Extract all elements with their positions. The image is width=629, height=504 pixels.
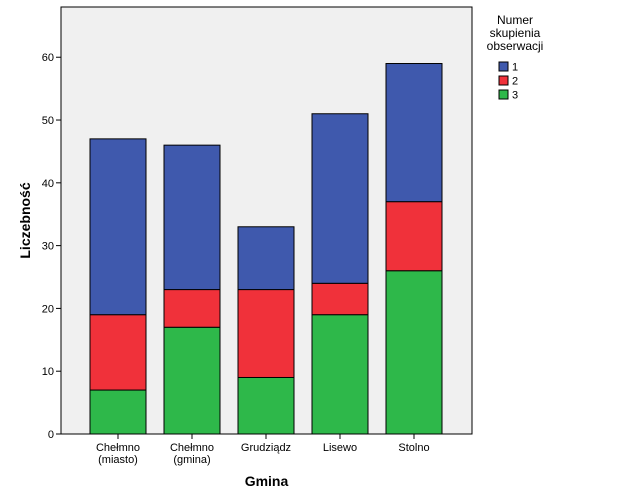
bar-segment-series-1-cat-3 [311,113,369,284]
bar-segment-series-3-cat-2 [237,376,295,435]
bar-segment-series-1-cat-0 [89,138,147,316]
x-tick-label: Chełmno [170,442,214,454]
legend-swatch-2 [498,75,509,86]
legend-label-3: 3 [512,90,518,102]
bar-segment-series-3-cat-0 [89,389,147,435]
bars-group [89,63,443,435]
legend-title-line: obserwacji [487,39,544,53]
y-tick-label: 50 [42,115,54,127]
legend-label-2: 2 [512,76,518,88]
y-axis-title: Liczebność [17,182,33,258]
y-tick-label: 0 [48,429,54,441]
bar-segment-series-2-cat-4 [385,201,443,272]
bar-segment-series-3-cat-3 [311,314,369,435]
bar-segment-series-2-cat-2 [237,289,295,378]
bar-segment-series-1-cat-1 [163,144,221,291]
x-axis: Chełmno(miasto)Chełmno(gmina)Grudziądz Li… [96,434,430,466]
x-tick-label: Chełmno [96,442,140,454]
x-tick-label: Grudziądz [241,442,291,454]
bar-segment-series-2-cat-0 [89,314,147,391]
y-tick-label: 20 [42,303,54,315]
bar-segment-series-2-cat-1 [163,289,221,328]
legend-swatch-3 [498,89,509,100]
y-tick-label: 40 [42,178,54,190]
x-tick-label: (miasto) [98,454,138,466]
bar-segment-series-3-cat-4 [385,270,443,435]
y-tick-label: 10 [42,366,54,378]
x-tick-label: Lisewo [323,442,357,454]
bar-segment-series-1-cat-4 [385,63,443,203]
x-axis-title: Gmina [245,473,289,489]
bar-segment-series-1-cat-2 [237,226,295,291]
y-tick-label: 60 [42,52,54,64]
bar-segment-series-3-cat-1 [163,326,221,435]
legend-label-1: 1 [512,62,518,74]
legend-title-line: Numer [497,13,533,27]
bar-segment-series-2-cat-3 [311,282,369,316]
legend-swatch-1 [498,61,509,72]
x-tick-label: (gmina) [173,454,210,466]
legend-title-line: skupienia [490,26,541,40]
y-tick-label: 30 [42,241,54,253]
x-tick-label: Stolno [398,442,429,454]
y-axis: 0 10 20 30 40 50 60 [42,52,61,441]
